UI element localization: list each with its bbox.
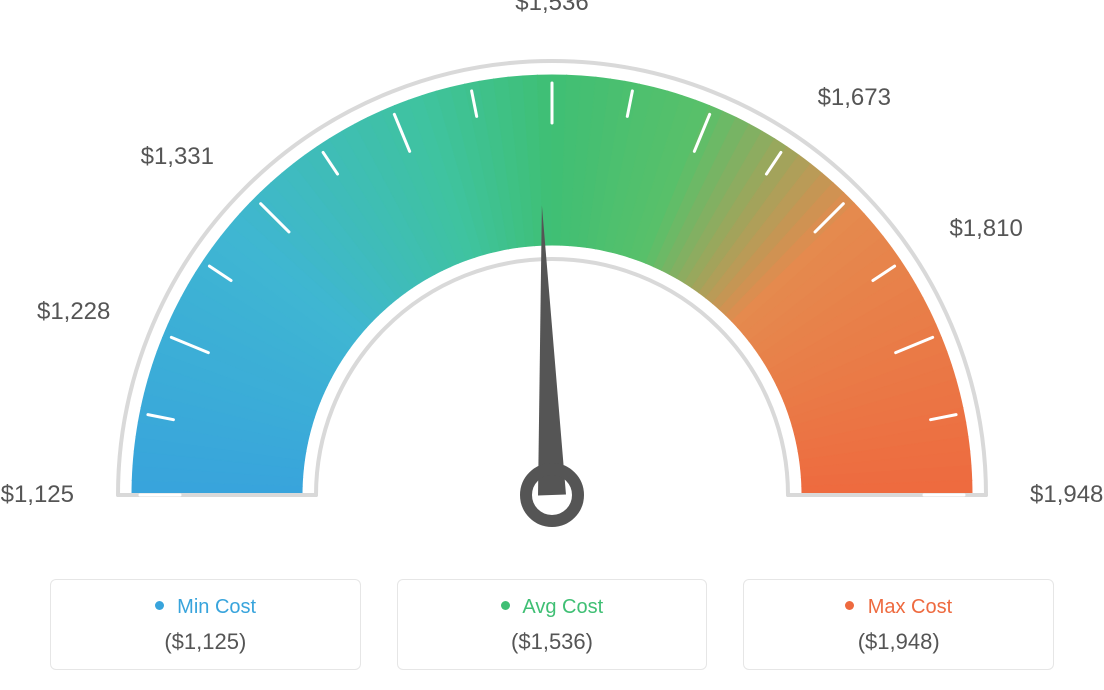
gauge-tick-label: $1,810 [949, 215, 1022, 243]
gauge-tick-label: $1,673 [818, 84, 891, 112]
legend-value-min: ($1,125) [61, 629, 350, 655]
legend-card-avg: Avg Cost ($1,536) [397, 579, 708, 670]
gauge-area: $1,125 $1,228 $1,331 $1,536 $1,673 $1,810 $1,9… [0, 0, 1104, 570]
legend-title-min: Min Cost [61, 596, 350, 619]
legend-value-max: ($1,948) [754, 629, 1043, 655]
gauge-chart-container: $1,125 $1,228 $1,331 $1,536 $1,673 $1,810 $1,9… [0, 0, 1104, 690]
gauge-svg [0, 0, 1104, 555]
legend-dot-max [845, 601, 854, 610]
legend-title-min-text: Min Cost [177, 596, 256, 618]
legend-value-avg: ($1,536) [408, 629, 697, 655]
legend-card-min: Min Cost ($1,125) [50, 579, 361, 670]
legend-card-max: Max Cost ($1,948) [743, 579, 1054, 670]
gauge-tick-label: $1,228 [37, 298, 110, 326]
gauge-tick-label: $1,331 [141, 143, 214, 171]
legend-dot-min [155, 601, 164, 610]
legend-dot-avg [501, 601, 510, 610]
legend-title-avg: Avg Cost [408, 596, 697, 619]
legend-title-max: Max Cost [754, 596, 1043, 619]
legend-title-max-text: Max Cost [868, 596, 952, 618]
gauge-tick-label: $1,948 [1030, 481, 1103, 509]
gauge-tick-label: $1,125 [1, 481, 74, 509]
gauge-tick-label: $1,536 [515, 0, 588, 17]
legend-title-avg-text: Avg Cost [522, 596, 603, 618]
legend-row: Min Cost ($1,125) Avg Cost ($1,536) Max … [50, 579, 1054, 670]
